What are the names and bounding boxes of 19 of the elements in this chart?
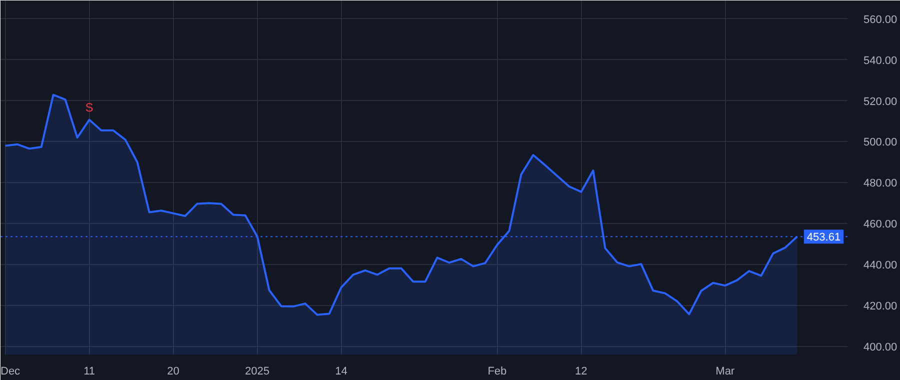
x-tick-label: Feb <box>488 366 507 378</box>
x-tick-label: 2025 <box>245 366 270 378</box>
y-tick-label: 400.00 <box>864 341 898 354</box>
y-tick-label: 540.00 <box>864 54 898 67</box>
y-tick-label: 460.00 <box>864 218 898 231</box>
x-tick-label: 20 <box>167 366 180 378</box>
x-tick-label: 12 <box>575 366 588 378</box>
y-tick-label: 500.00 <box>864 136 898 149</box>
x-tick-label: 14 <box>335 366 348 378</box>
x-tick-label: 11 <box>84 366 95 378</box>
x-tick-label: Mar <box>716 366 735 378</box>
y-tick-label: 420.00 <box>864 300 898 312</box>
x-tick-label: Dec <box>0 366 21 378</box>
y-tick-label: 440.00 <box>864 259 898 272</box>
annotation: S <box>85 100 94 115</box>
y-tick-label: 560.00 <box>864 14 898 26</box>
y-tick-label: 520.00 <box>864 96 898 108</box>
y-tick-label: 480.00 <box>864 178 898 190</box>
ref-line-label: 453.61 <box>806 232 841 244</box>
